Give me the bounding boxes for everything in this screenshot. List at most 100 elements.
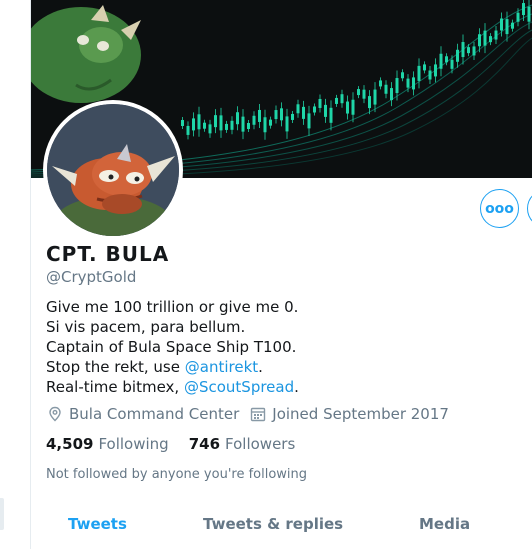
candle-body bbox=[214, 115, 217, 128]
candle-body bbox=[516, 12, 520, 22]
candle-body bbox=[274, 110, 278, 120]
candle-body bbox=[357, 89, 360, 96]
calendar-icon bbox=[249, 405, 267, 423]
profile-meta: Bula Command Center Joined September 201… bbox=[46, 405, 459, 423]
candle-body bbox=[186, 125, 190, 135]
profile-bio: Give me 100 trillion or give me 0. Si vi… bbox=[46, 297, 299, 397]
candle-body bbox=[313, 106, 316, 113]
scroll-handle[interactable] bbox=[0, 498, 4, 530]
candle-body bbox=[467, 47, 470, 54]
side-panel bbox=[0, 0, 31, 549]
more-options-button[interactable]: ooo bbox=[480, 189, 519, 228]
candle-body bbox=[285, 116, 289, 132]
follow-button[interactable] bbox=[527, 189, 532, 228]
candle-body bbox=[511, 22, 514, 29]
candle-body bbox=[505, 19, 509, 35]
user-handle: @CryptGold bbox=[46, 268, 137, 286]
candle-body bbox=[291, 113, 294, 120]
candle-body bbox=[329, 107, 333, 123]
bio-line: Stop the rekt, use @antirekt. bbox=[46, 358, 263, 376]
candle-body bbox=[489, 36, 492, 43]
location-text: Bula Command Center bbox=[69, 405, 240, 423]
candle-body bbox=[324, 104, 327, 117]
profile-tabs: Tweets Tweets & replies Media bbox=[31, 505, 532, 545]
candle-body bbox=[423, 64, 426, 71]
candle-body bbox=[351, 99, 355, 115]
followers-count: 746 bbox=[188, 435, 221, 453]
candle-body bbox=[340, 94, 344, 104]
candle-body bbox=[247, 123, 250, 130]
tab-media[interactable]: Media bbox=[419, 515, 471, 533]
candle-body bbox=[450, 59, 454, 69]
candle-body bbox=[280, 108, 283, 121]
location-pin-icon bbox=[46, 405, 64, 423]
candle-body bbox=[346, 101, 349, 114]
followers-link[interactable]: 746 Followers bbox=[189, 435, 296, 453]
candle-body bbox=[472, 46, 476, 56]
candle-body bbox=[230, 120, 234, 130]
candle-body bbox=[483, 30, 487, 46]
candle-body bbox=[192, 118, 195, 131]
candle-body bbox=[197, 114, 201, 130]
candle-body bbox=[384, 84, 388, 94]
candle-body bbox=[527, 6, 531, 22]
candle-body bbox=[307, 113, 311, 129]
candle-body bbox=[417, 65, 421, 81]
followers-label: Followers bbox=[225, 435, 296, 453]
candle-body bbox=[225, 123, 228, 130]
candle-body bbox=[302, 106, 305, 119]
candle-body bbox=[494, 30, 498, 40]
candle-body bbox=[258, 109, 261, 122]
candle-body bbox=[252, 115, 256, 125]
bio-line: Captain of Bula Space Ship T100. bbox=[46, 338, 297, 356]
following-link[interactable]: 4,509 Following bbox=[46, 435, 169, 453]
bio-line: Si vis pacem, para bellum. bbox=[46, 318, 246, 336]
candle-body bbox=[373, 89, 377, 105]
candle-body bbox=[456, 49, 459, 62]
not-followed-notice: Not followed by anyone you're following bbox=[46, 467, 308, 482]
candle-body bbox=[406, 78, 410, 88]
banner-frog-figure bbox=[31, 5, 141, 103]
join-date: Joined September 2017 bbox=[249, 405, 449, 423]
mention-link-scoutspread[interactable]: @ScoutSpread bbox=[183, 378, 295, 396]
profile-stats: 4,509 Following 746 Followers bbox=[46, 435, 315, 453]
display-name: CPT. BULA bbox=[46, 242, 170, 266]
mention-link-antirekt[interactable]: @antirekt bbox=[184, 358, 259, 376]
banner-candles bbox=[181, 0, 531, 140]
candle-body bbox=[296, 104, 300, 114]
tab-tweets-and-replies[interactable]: Tweets & replies bbox=[203, 515, 344, 533]
avatar-image bbox=[47, 104, 179, 236]
candle-body bbox=[428, 70, 432, 80]
bio-line: Real-time bitmex, @ScoutSpread. bbox=[46, 378, 299, 396]
candle-body bbox=[434, 64, 437, 77]
candle-body bbox=[362, 89, 366, 99]
candle-body bbox=[500, 18, 503, 31]
candle-body bbox=[368, 96, 371, 109]
candle-body bbox=[335, 97, 338, 104]
profile-avatar[interactable] bbox=[43, 100, 183, 240]
candle-body bbox=[181, 120, 184, 126]
candle-body bbox=[203, 122, 206, 129]
join-date-text: Joined September 2017 bbox=[272, 405, 449, 423]
candle-body bbox=[241, 116, 245, 132]
side-divider bbox=[30, 0, 31, 549]
candle-body bbox=[390, 88, 393, 101]
candle-body bbox=[318, 98, 322, 108]
candle-body bbox=[236, 112, 239, 125]
candle-body bbox=[461, 42, 465, 58]
following-count: 4,509 bbox=[46, 435, 94, 453]
location: Bula Command Center bbox=[46, 405, 239, 423]
following-label: Following bbox=[98, 435, 169, 453]
candle-body bbox=[522, 3, 525, 16]
candle-body bbox=[269, 119, 272, 126]
more-dots-icon: ooo bbox=[485, 200, 514, 217]
candle-body bbox=[379, 80, 382, 87]
candle-body bbox=[219, 115, 223, 131]
candle-body bbox=[412, 77, 415, 90]
candle-body bbox=[208, 124, 212, 134]
candle-body bbox=[478, 34, 481, 47]
bio-line: Give me 100 trillion or give me 0. bbox=[46, 298, 299, 316]
candle-body bbox=[401, 72, 404, 79]
candle-body bbox=[445, 56, 448, 63]
tab-tweets[interactable]: Tweets bbox=[68, 515, 127, 533]
